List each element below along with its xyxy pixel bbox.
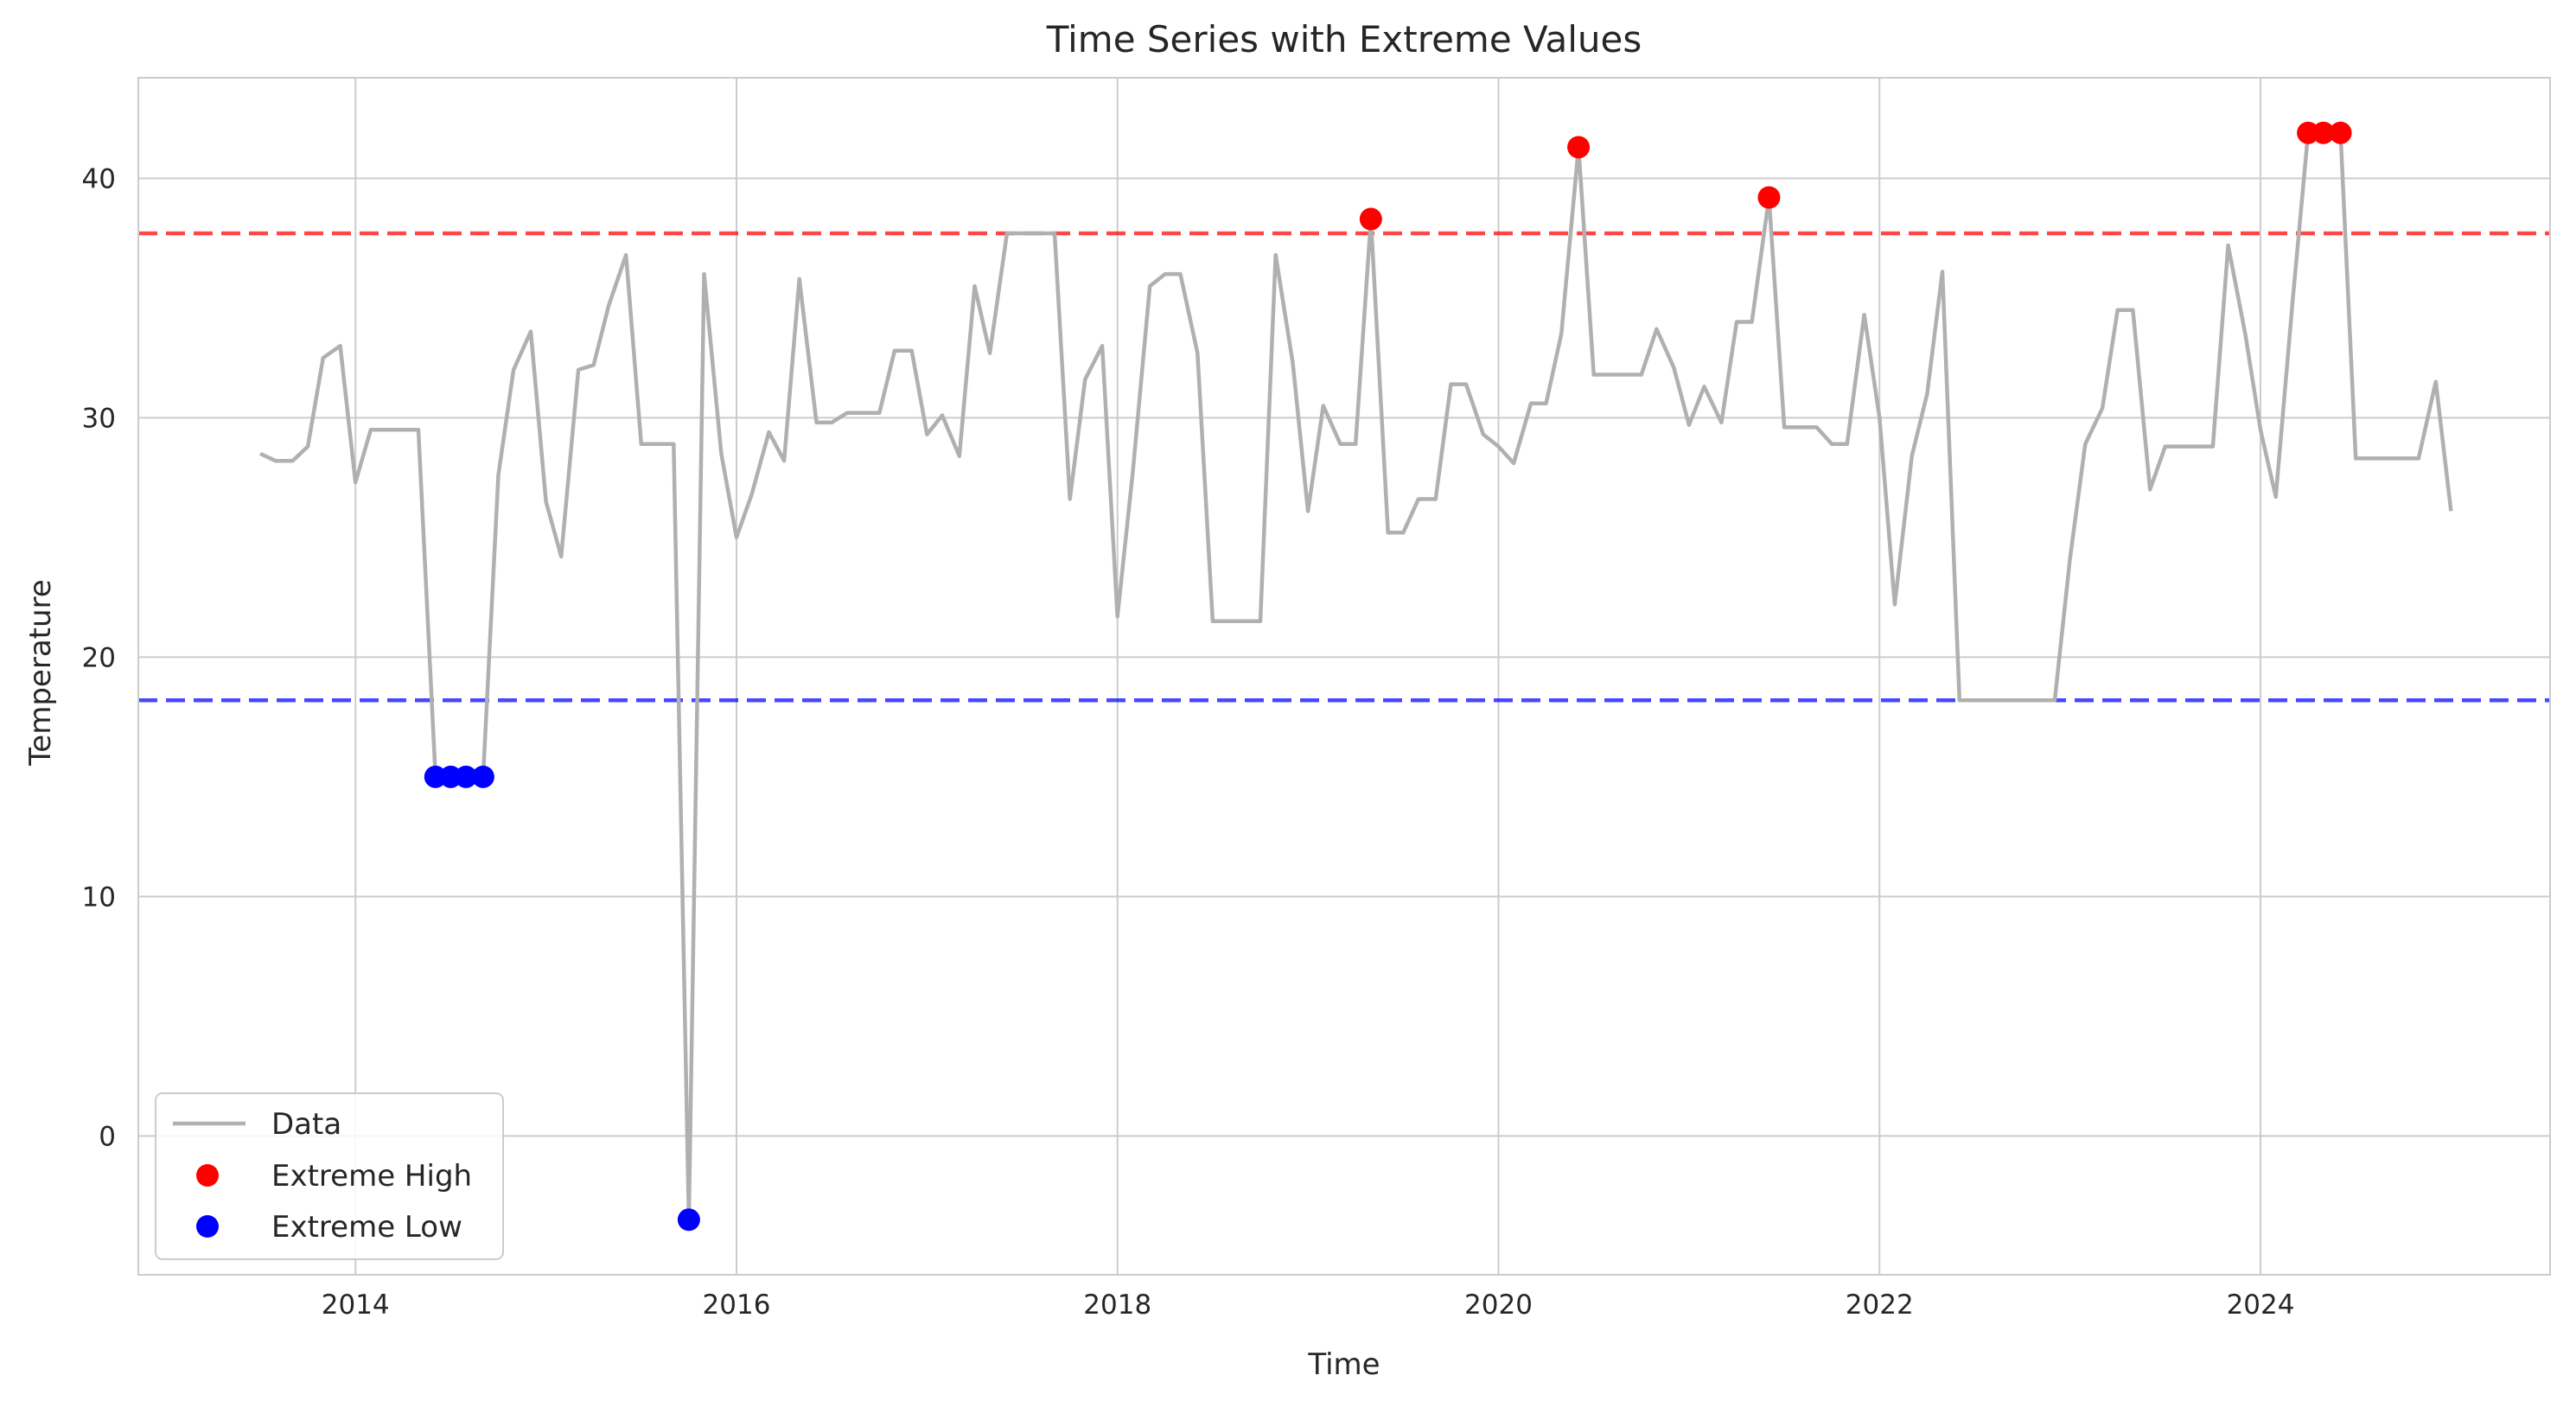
y-tick-label: 20 bbox=[82, 642, 116, 673]
y-tick-label: 0 bbox=[99, 1121, 116, 1152]
legend-label-extreme-high: Extreme High bbox=[271, 1159, 472, 1194]
extreme-high-point bbox=[1567, 136, 1591, 159]
y-tick-label: 10 bbox=[82, 882, 116, 913]
y-tick-label: 40 bbox=[82, 163, 116, 194]
extreme-high-point bbox=[2311, 121, 2335, 144]
x-tick-label: 2022 bbox=[1846, 1289, 1914, 1321]
x-tick-label: 2024 bbox=[2227, 1289, 2295, 1321]
x-tick-label: 2018 bbox=[1083, 1289, 1151, 1321]
extreme-high-point bbox=[1359, 207, 1382, 231]
data-series-line bbox=[259, 131, 2453, 1222]
legend-label-data: Data bbox=[271, 1107, 341, 1142]
legend-box bbox=[155, 1092, 504, 1260]
legend: Data Extreme High Extreme Low bbox=[155, 1092, 504, 1260]
threshold-lines bbox=[138, 231, 2550, 703]
legend-label-extreme-low: Extreme Low bbox=[271, 1210, 462, 1245]
legend-extreme-high-swatch bbox=[196, 1164, 219, 1187]
extreme-low-point bbox=[455, 765, 478, 788]
x-tick-label: 2016 bbox=[703, 1289, 771, 1321]
y-tick-label: 30 bbox=[82, 403, 116, 434]
x-tick-label: 2020 bbox=[1464, 1289, 1533, 1321]
x-axis-title: Time bbox=[1307, 1347, 1380, 1382]
extreme-low-point bbox=[471, 765, 494, 788]
tick-labels: 2014 2016 2018 2020 2022 2024 0 10 20 30 40 bbox=[82, 163, 2295, 1321]
legend-extreme-low-swatch bbox=[196, 1215, 219, 1238]
extreme-high-point bbox=[2329, 121, 2352, 144]
y-axis-title: Temperature bbox=[23, 579, 58, 766]
extreme-low-point bbox=[677, 1208, 700, 1232]
extreme-high-point bbox=[1757, 186, 1781, 209]
x-tick-label: 2014 bbox=[322, 1289, 390, 1321]
data-series bbox=[259, 121, 2453, 1232]
plot-frame bbox=[137, 77, 2551, 1276]
grid-lines bbox=[138, 78, 2550, 1275]
chart-title: Time Series with Extreme Values bbox=[1046, 18, 1642, 60]
